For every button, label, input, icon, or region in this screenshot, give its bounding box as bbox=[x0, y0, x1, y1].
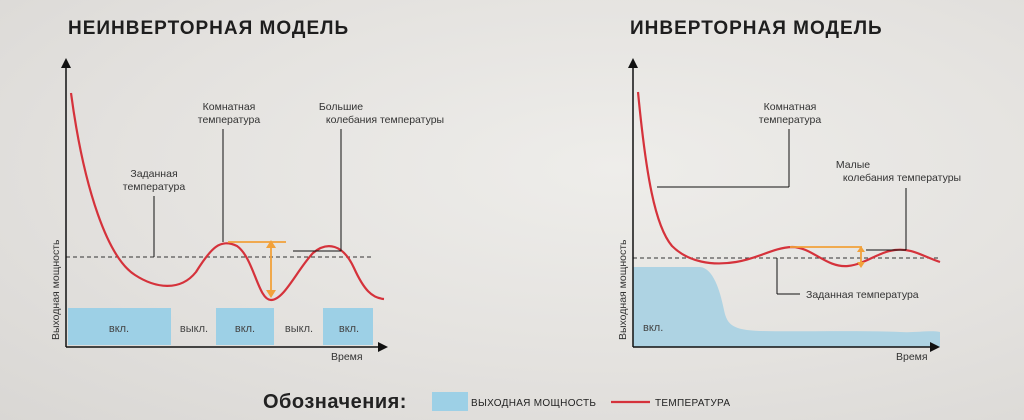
power-block-on-2 bbox=[216, 308, 274, 345]
chart-non-inverter: НЕИНВЕРТОРНАЯ МОДЕЛЬ вкл. выкл. вкл. вык… bbox=[50, 18, 444, 363]
annotation-large-fluct-line2: колебания температуры bbox=[326, 114, 444, 126]
power-block-label-2: выкл. bbox=[180, 323, 208, 335]
power-area-label-inverter: вкл. bbox=[643, 322, 663, 334]
x-axis-label-non-inverter: Время bbox=[331, 351, 363, 363]
power-block-label-1: вкл. bbox=[109, 323, 129, 335]
power-blocks-non-inverter: вкл. выкл. вкл. выкл. вкл. bbox=[68, 308, 373, 345]
annotation-small-fluct-line2: колебания температуры bbox=[843, 172, 961, 184]
annotation-room-temp-line1-inverter: Комнатная bbox=[764, 101, 817, 113]
annotation-room-temp-line2-non-inverter: температура bbox=[198, 114, 261, 126]
legend-title: Обозначения: bbox=[263, 391, 407, 413]
x-axis-arrow-non-inverter bbox=[378, 342, 388, 352]
power-block-label-3: вкл. bbox=[235, 323, 255, 335]
temperature-curve-non-inverter bbox=[69, 92, 385, 302]
y-axis-arrow-inverter bbox=[628, 58, 638, 68]
power-area-inverter bbox=[633, 267, 940, 347]
annotation-set-temp-line1-non-inverter: Заданная bbox=[130, 168, 177, 180]
y-axis-label-non-inverter: Выходная мощность bbox=[50, 239, 62, 340]
x-axis-arrow-inverter bbox=[930, 342, 940, 352]
annotation-room-temp-line1-non-inverter: Комнатная bbox=[203, 101, 256, 113]
fluctuation-arrow-down-inverter bbox=[857, 262, 865, 268]
y-axis-label-inverter: Выходная мощность bbox=[617, 239, 629, 340]
power-block-label-4: выкл. bbox=[285, 323, 313, 335]
power-block-label-5: вкл. bbox=[339, 323, 359, 335]
fluctuation-arrow-up-inverter bbox=[857, 246, 865, 252]
chart-title-inverter: ИНВЕРТОРНАЯ МОДЕЛЬ bbox=[630, 18, 883, 39]
y-axis-arrow-non-inverter bbox=[61, 58, 71, 68]
power-block-on-3 bbox=[323, 308, 373, 345]
annotation-set-temp-line2-non-inverter: температура bbox=[123, 181, 186, 193]
fluctuation-arrow-down-non-inverter bbox=[266, 290, 276, 298]
annotation-room-temp-line2-inverter: температура bbox=[759, 114, 822, 126]
power-block-on-1 bbox=[68, 308, 171, 345]
chart-title-non-inverter: НЕИНВЕРТОРНАЯ МОДЕЛЬ bbox=[68, 18, 349, 39]
chart-inverter: ИНВЕРТОРНАЯ МОДЕЛЬ вкл. Выходная мощност… bbox=[617, 18, 961, 363]
annotation-large-fluct-line1: Большие bbox=[319, 101, 363, 113]
legend-temperature-label: ТЕМПЕРАТУРА bbox=[655, 398, 730, 409]
x-axis-label-inverter: Время bbox=[896, 351, 928, 363]
annotation-small-fluct-line1: Малые bbox=[836, 159, 870, 171]
fluctuation-arrow-up-non-inverter bbox=[266, 240, 276, 248]
legend-power-swatch bbox=[432, 392, 468, 411]
annotation-set-temp-inverter: Заданная температура bbox=[806, 289, 919, 301]
legend: Обозначения: ВЫХОДНАЯ МОЩНОСТЬ ТЕМПЕРАТУ… bbox=[263, 391, 730, 413]
legend-power-label: ВЫХОДНАЯ МОЩНОСТЬ bbox=[471, 398, 596, 409]
